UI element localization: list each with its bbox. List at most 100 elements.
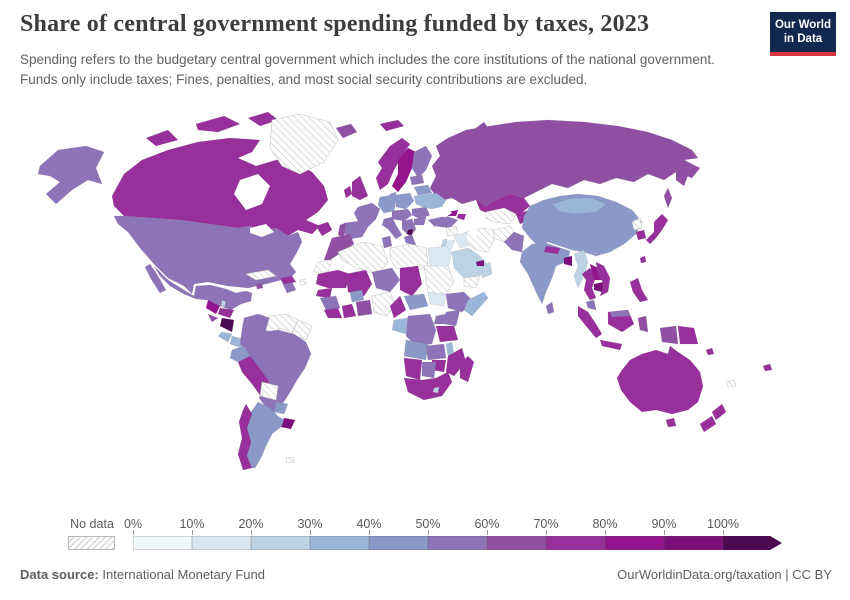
region-finland[interactable]	[411, 145, 433, 179]
region-taiwan[interactable]	[639, 255, 647, 264]
region-ghana-togo-benin[interactable]	[355, 299, 373, 317]
region-alaska[interactable]	[37, 145, 105, 205]
region-mauritania[interactable]	[315, 269, 351, 289]
region-sierra-leone-liberia[interactable]	[323, 307, 343, 319]
region-belize[interactable]	[220, 299, 227, 309]
region-uk[interactable]	[351, 175, 369, 201]
region-botswana[interactable]	[421, 361, 437, 379]
region-sumatra[interactable]	[577, 305, 603, 339]
region-russia[interactable]	[429, 119, 701, 207]
legend-bin-3[interactable]	[310, 536, 369, 550]
region-lesotho[interactable]	[432, 386, 440, 394]
region-australia[interactable]	[616, 345, 704, 415]
region-svalbard[interactable]	[379, 119, 405, 132]
region-oman[interactable]	[481, 261, 493, 279]
legend-bin-7[interactable]	[546, 536, 605, 550]
region-cote-divoire[interactable]	[341, 303, 357, 319]
region-costa-rica[interactable]	[217, 331, 233, 343]
region-puerto-rico[interactable]	[299, 278, 307, 286]
legend-bin-1[interactable]	[192, 536, 251, 550]
region-south-africa[interactable]	[403, 371, 453, 401]
region-papua-new-guinea[interactable]	[677, 325, 699, 345]
region-senegal[interactable]	[315, 287, 333, 299]
region-paraguay[interactable]	[273, 401, 289, 415]
region-philippines[interactable]	[629, 277, 649, 303]
legend-no-data-swatch[interactable]	[68, 536, 115, 550]
region-north-macedonia[interactable]	[406, 228, 414, 236]
region-china[interactable]	[521, 193, 643, 257]
region-tanzania[interactable]	[435, 325, 459, 343]
region-niger[interactable]	[371, 267, 401, 293]
region-iceland[interactable]	[335, 123, 358, 139]
region-baltics[interactable]	[409, 174, 425, 186]
region-greenland[interactable]	[269, 113, 339, 175]
legend-bin-0[interactable]	[133, 536, 192, 550]
region-north-korea[interactable]	[631, 217, 643, 231]
region-burkina-faso[interactable]	[349, 289, 365, 303]
region-norway[interactable]	[375, 137, 411, 191]
legend-bin-2[interactable]	[251, 536, 310, 550]
region-falkland-islands[interactable]	[285, 456, 295, 464]
region-cuba[interactable]	[245, 269, 277, 281]
region-chad[interactable]	[399, 265, 423, 297]
region-nigeria[interactable]	[371, 291, 397, 317]
region-balkans[interactable]	[401, 218, 417, 238]
region-bulgaria[interactable]	[413, 216, 427, 226]
region-western-sahara[interactable]	[313, 259, 333, 273]
owid-logo[interactable]: Our World in Data	[770, 12, 836, 56]
region-yemen[interactable]	[463, 275, 481, 289]
region-russia-islands[interactable]	[467, 121, 691, 209]
legend-bin-9[interactable]	[664, 536, 723, 550]
region-mexico[interactable]	[153, 265, 253, 311]
region-uae[interactable]	[475, 259, 485, 267]
region-chile[interactable]	[237, 403, 253, 471]
region-belarus[interactable]	[413, 184, 433, 196]
region-somalia[interactable]	[463, 291, 489, 317]
region-central-african-republic[interactable]	[403, 293, 429, 311]
region-guatemala[interactable]	[205, 299, 221, 315]
region-el-salvador[interactable]	[207, 313, 219, 323]
region-venezuela[interactable]	[265, 313, 299, 335]
region-cameroon[interactable]	[389, 295, 407, 319]
region-italy[interactable]	[381, 216, 403, 240]
region-libya[interactable]	[389, 243, 429, 273]
region-drc[interactable]	[405, 313, 437, 347]
region-azerbaijan[interactable]	[456, 213, 467, 221]
region-cambodia[interactable]	[593, 281, 605, 293]
region-central-europe[interactable]	[391, 208, 413, 222]
region-kenya[interactable]	[443, 309, 461, 327]
region-sweden[interactable]	[391, 147, 417, 193]
legend-bin-4[interactable]	[369, 536, 428, 550]
region-tasmania[interactable]	[665, 417, 677, 428]
region-malaysia[interactable]	[585, 299, 597, 311]
region-portugal[interactable]	[337, 222, 347, 238]
region-poland[interactable]	[395, 192, 415, 210]
region-new-zealand[interactable]	[699, 403, 727, 433]
region-malaysia-borneo[interactable]	[609, 309, 631, 318]
region-baja[interactable]	[144, 263, 167, 294]
region-fiji[interactable]	[762, 363, 773, 372]
region-guyanas[interactable]	[291, 319, 313, 341]
legend-bin-6[interactable]	[487, 536, 546, 550]
region-papua-indonesia[interactable]	[659, 325, 679, 345]
region-romania[interactable]	[411, 206, 431, 220]
region-uganda[interactable]	[433, 313, 447, 325]
region-namibia[interactable]	[403, 357, 423, 381]
legend-bin-8[interactable]	[605, 536, 664, 550]
region-syria[interactable]	[445, 225, 459, 237]
region-egypt[interactable]	[427, 245, 453, 269]
region-madagascar[interactable]	[459, 355, 475, 383]
region-algeria[interactable]	[337, 241, 389, 275]
region-gabon-congo[interactable]	[391, 317, 409, 335]
region-laos[interactable]	[589, 263, 603, 281]
region-java[interactable]	[599, 339, 623, 351]
region-zambia[interactable]	[425, 343, 447, 361]
region-south-korea[interactable]	[635, 229, 647, 241]
region-pakistan[interactable]	[503, 231, 525, 253]
region-sudan[interactable]	[423, 265, 455, 297]
region-solomon-islands[interactable]	[705, 347, 715, 356]
region-turkmen-uzbek[interactable]	[485, 207, 517, 225]
region-ireland[interactable]	[343, 185, 353, 199]
region-south-sudan[interactable]	[427, 291, 447, 307]
region-myanmar[interactable]	[573, 249, 589, 289]
